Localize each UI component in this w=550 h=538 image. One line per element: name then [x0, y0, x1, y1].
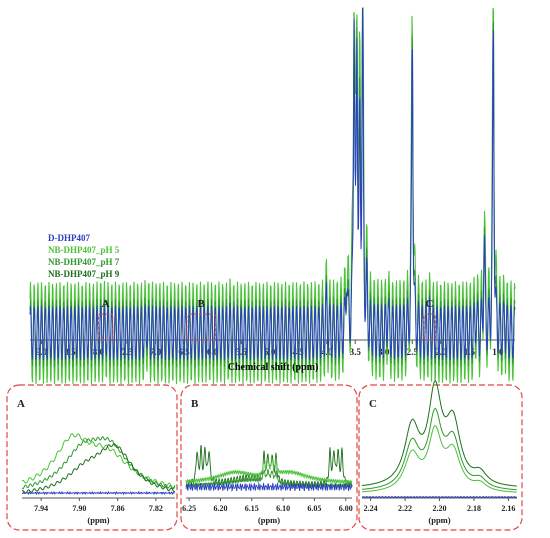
- main-tick-label: 4.0: [321, 347, 333, 357]
- inset-tick-label: 2.16: [501, 504, 515, 513]
- inset-tick-label: 2.18: [467, 504, 481, 513]
- inset-tick-label: 2.24: [364, 504, 378, 513]
- inset-tick-label: 6.25: [182, 504, 196, 513]
- inset-x-axis-label: (ppm): [87, 515, 109, 525]
- inset-tick-label: 2.20: [433, 504, 447, 513]
- inset-c-trace-ph9: [362, 380, 517, 487]
- inset-a-trace-ph9: [21, 443, 176, 494]
- inset-tick-label: 6.15: [245, 504, 259, 513]
- main-tick-label: 9.0: [36, 347, 48, 357]
- inset-tick-label: 6.00: [339, 504, 353, 513]
- region-label-a: A: [102, 298, 110, 310]
- inset-c-trace-d-dhp407: [361, 496, 518, 498]
- inset-tick-label: 7.82: [149, 504, 163, 513]
- legend-entry-ph5: NB-DHP407_pH 5: [48, 245, 120, 255]
- inset-x-axis-label: (ppm): [428, 515, 450, 525]
- main-tick-label: 2.5: [407, 347, 419, 357]
- region-boxes: A B C: [97, 298, 436, 341]
- main-tick-label: 2.0: [435, 347, 447, 357]
- region-box-b: [186, 313, 216, 341]
- inset-panel-b: B 6.25 6.20 6.15 6.10 6.05 6.00 (ppm): [180, 384, 358, 531]
- main-trace-ph5: [29, 7, 516, 385]
- inset-tick-label: 7.90: [72, 504, 86, 513]
- region-box-a: [97, 313, 114, 341]
- legend-entry-ph9: NB-DHP407_pH 9: [48, 269, 120, 279]
- inset-frame: [358, 384, 523, 531]
- main-tick-label: 3.5: [350, 347, 362, 357]
- inset-label: C: [369, 398, 377, 410]
- inset-panel-a: A 7.94 7.90 7.86 7.82 (ppm): [6, 384, 178, 531]
- main-spectrum-traces: [29, 7, 516, 385]
- inset-c-trace-ph5: [362, 425, 517, 493]
- inset-frame: [180, 384, 358, 531]
- inset-x-axis-label: (ppm): [258, 515, 280, 525]
- inset-tick-label: 6.10: [276, 504, 290, 513]
- main-x-axis-label: Chemical shift (ppm): [228, 362, 319, 373]
- inset-label: A: [17, 398, 25, 410]
- inset-tick-label: 6.05: [307, 504, 321, 513]
- inset-frame: [6, 384, 178, 531]
- inset-b-trace-ph5: [185, 457, 353, 485]
- inset-tick-label: 2.22: [398, 504, 412, 513]
- legend-entry-d-dhp407: D-DHP407: [48, 233, 90, 243]
- legend-entry-ph7: NB-DHP407_pH 7: [48, 257, 120, 267]
- main-tick-label: 7.0: [150, 347, 162, 357]
- main-trace-d-dhp407: [29, 7, 516, 361]
- region-label-b: B: [198, 298, 206, 310]
- inset-label: B: [191, 398, 199, 410]
- inset-tick-label: 6.20: [213, 504, 227, 513]
- inset-a-trace-ph7: [21, 436, 176, 490]
- inset-tick-label: 7.94: [34, 504, 48, 513]
- main-tick-label: 5.5: [235, 347, 247, 357]
- inset-panel-c: C 2.24 2.22 2.20 2.18 2.16 (ppm): [358, 380, 523, 531]
- inset-a-trace-d-dhp407: [21, 490, 175, 496]
- main-trace-ph7: [29, 7, 516, 368]
- inset-c-trace-ph7: [362, 407, 517, 491]
- inset-b-trace-ph7: [185, 468, 353, 489]
- legend: D-DHP407 NB-DHP407_pH 5 NB-DHP407_pH 7 N…: [48, 233, 120, 279]
- inset-tick-label: 7.86: [111, 504, 125, 513]
- inset-a-trace-ph5: [21, 433, 176, 489]
- region-label-c: C: [425, 298, 433, 310]
- region-box-c: [423, 313, 436, 341]
- inset-b-trace-d-dhp407: [185, 481, 353, 493]
